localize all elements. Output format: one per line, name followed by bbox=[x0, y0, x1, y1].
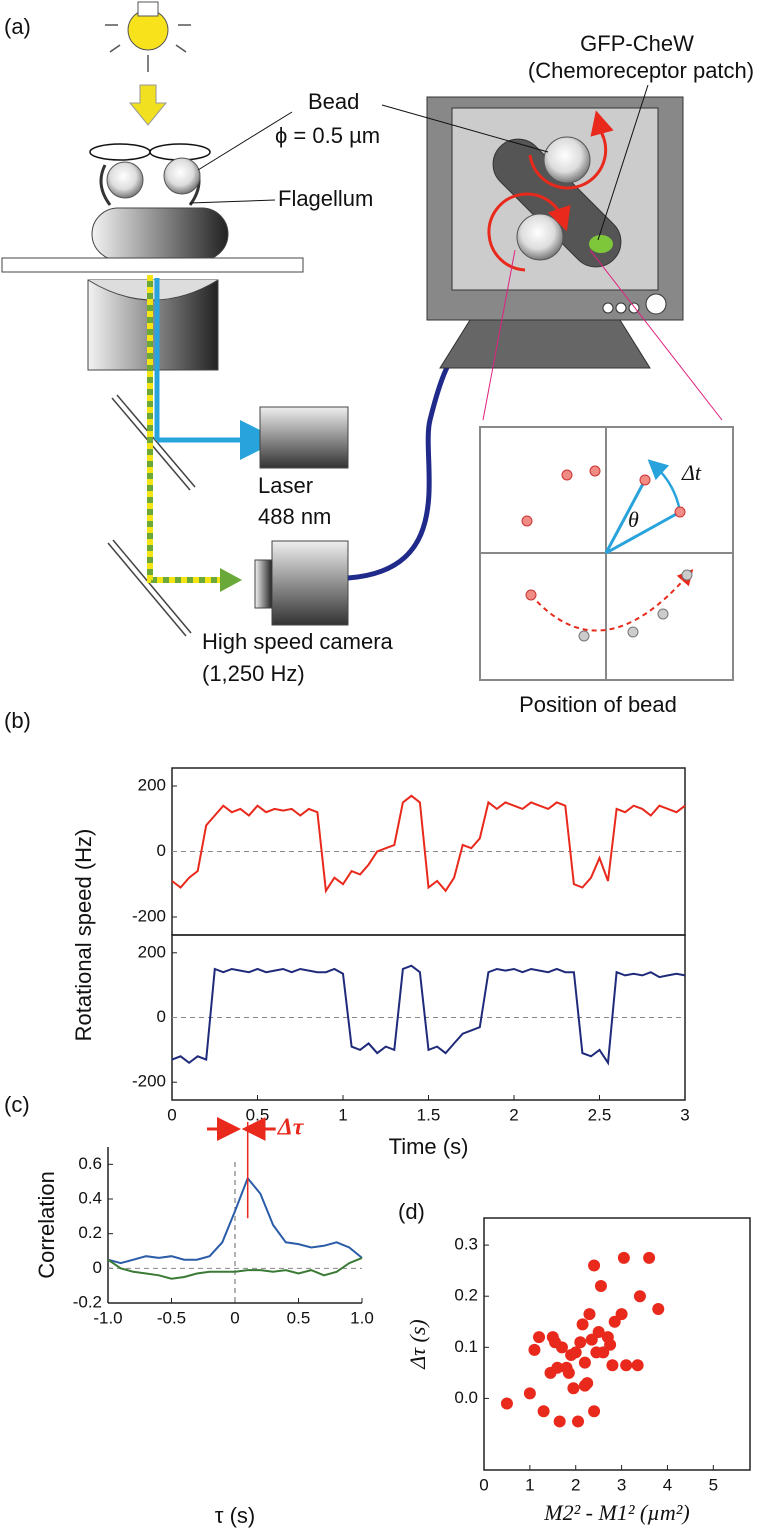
scatter-point bbox=[643, 1251, 656, 1264]
label: (Chemoreceptor patch) bbox=[528, 58, 754, 83]
scatter-point bbox=[592, 1325, 605, 1338]
y-tick-label: 0.2 bbox=[454, 1286, 478, 1305]
scatter-point bbox=[617, 1251, 630, 1264]
scatter-point bbox=[608, 1315, 621, 1328]
panel-label: (c) bbox=[4, 1092, 30, 1117]
y-tick-label: 200 bbox=[138, 942, 166, 961]
y-axis-label: Rotational speed (Hz) bbox=[71, 829, 96, 1042]
x-axis-label: M2² - M1² (µm²) bbox=[543, 1500, 689, 1525]
x-tick-label: 1 bbox=[338, 1105, 347, 1124]
x-tick-label: 2 bbox=[509, 1105, 518, 1124]
scatter-point bbox=[572, 1415, 585, 1428]
y-tick-label: -0.2 bbox=[73, 1292, 102, 1311]
x-tick-label: 3 bbox=[680, 1105, 689, 1124]
diagram bbox=[1, 1, 734, 681]
x-axis-label: τ (s) bbox=[215, 1503, 255, 1528]
scatter-point bbox=[562, 1366, 575, 1379]
x-tick-label: 5 bbox=[709, 1475, 718, 1494]
scatter-point bbox=[500, 1397, 513, 1410]
scatter-point bbox=[578, 1356, 591, 1369]
x-axis-label: Time (s) bbox=[389, 1134, 469, 1159]
y-tick-label: 0 bbox=[157, 841, 166, 860]
data-line bbox=[171, 794, 686, 894]
x-tick-label: 0 bbox=[479, 1475, 488, 1494]
plot-frame bbox=[483, 1217, 751, 1471]
scatter-point bbox=[652, 1302, 665, 1315]
y-axis-label: Correlation bbox=[34, 1171, 59, 1279]
x-tick-label: 0 bbox=[230, 1308, 239, 1327]
label: GFP-CheW bbox=[580, 31, 694, 56]
scatter-point bbox=[555, 1341, 568, 1354]
scatter-point bbox=[581, 1377, 594, 1390]
y-axis-label: Δτ (s) bbox=[405, 1319, 430, 1370]
scatter-point bbox=[588, 1259, 601, 1272]
scatter-point bbox=[585, 1333, 598, 1346]
label: Δt bbox=[681, 460, 702, 485]
data-line bbox=[107, 1256, 363, 1280]
x-tick-label: 1.0 bbox=[350, 1308, 374, 1327]
scatter-point bbox=[615, 1308, 628, 1321]
panel-label: (b) bbox=[4, 708, 31, 733]
scatter-point bbox=[604, 1338, 617, 1351]
x-tick-label: 0.5 bbox=[287, 1308, 311, 1327]
x-tick-label: 0 bbox=[167, 1105, 176, 1124]
y-tick-label: 200 bbox=[138, 775, 166, 794]
diagram-labels: (a) (b) (c) (d) Bead ϕ = 0.5 µm Flagellu… bbox=[4, 14, 754, 1224]
y-tick-label: 0.1 bbox=[454, 1337, 478, 1356]
data-line bbox=[107, 1176, 363, 1265]
y-tick-label: 0.4 bbox=[78, 1188, 102, 1207]
scatter-point bbox=[606, 1359, 619, 1372]
data-line bbox=[171, 964, 686, 1066]
scatter-point bbox=[533, 1331, 546, 1344]
label: High speed camera bbox=[202, 629, 394, 654]
x-tick-label: 0.5 bbox=[246, 1105, 270, 1124]
label: Laser bbox=[258, 473, 313, 498]
scatter-point bbox=[583, 1308, 596, 1321]
x-tick-label: 2.5 bbox=[588, 1105, 612, 1124]
label: Bead bbox=[308, 89, 359, 114]
scatter-point bbox=[528, 1343, 541, 1356]
scatter-point bbox=[588, 1405, 601, 1418]
scatter-point bbox=[594, 1279, 607, 1292]
y-tick-label: 0.6 bbox=[78, 1154, 102, 1173]
y-tick-label: 0.0 bbox=[454, 1388, 478, 1407]
label: θ bbox=[628, 507, 639, 532]
label: ϕ = 0.5 µm bbox=[275, 123, 380, 148]
x-tick-label: -0.5 bbox=[157, 1308, 186, 1327]
scatter-point bbox=[633, 1290, 646, 1303]
scatter-point bbox=[523, 1387, 536, 1400]
x-tick-label: 2 bbox=[571, 1475, 580, 1494]
label: Flagellum bbox=[278, 186, 373, 211]
scatter-point bbox=[551, 1361, 564, 1374]
scatter-point bbox=[576, 1318, 589, 1331]
scatter-point bbox=[569, 1346, 582, 1359]
label: (1,250 Hz) bbox=[202, 661, 305, 686]
scatter-point bbox=[597, 1346, 610, 1359]
scatter-point bbox=[631, 1359, 644, 1372]
y-tick-label: 0 bbox=[93, 1258, 102, 1277]
scatter-point bbox=[537, 1405, 550, 1418]
y-tick-label: -200 bbox=[132, 1072, 166, 1091]
annotation: Δτ bbox=[277, 1115, 305, 1141]
scatter-point bbox=[620, 1359, 633, 1372]
label: 488 nm bbox=[258, 504, 331, 529]
x-tick-label: 4 bbox=[663, 1475, 672, 1494]
x-tick-label: 3 bbox=[617, 1475, 626, 1494]
panel-label: (d) bbox=[398, 1199, 425, 1224]
x-tick-label: -1.0 bbox=[93, 1308, 122, 1327]
scatter-point bbox=[567, 1382, 580, 1395]
x-tick-label: 1 bbox=[525, 1475, 534, 1494]
scatter-point bbox=[553, 1415, 566, 1428]
y-tick-label: 0.2 bbox=[78, 1223, 102, 1242]
label: Position of bead bbox=[519, 692, 677, 717]
panel-label: (a) bbox=[4, 14, 31, 39]
scatter-point bbox=[574, 1336, 587, 1349]
x-tick-label: 1.5 bbox=[417, 1105, 441, 1124]
y-tick-label: 0.3 bbox=[454, 1235, 478, 1254]
y-tick-label: -200 bbox=[132, 906, 166, 925]
y-tick-label: 0 bbox=[157, 1007, 166, 1026]
